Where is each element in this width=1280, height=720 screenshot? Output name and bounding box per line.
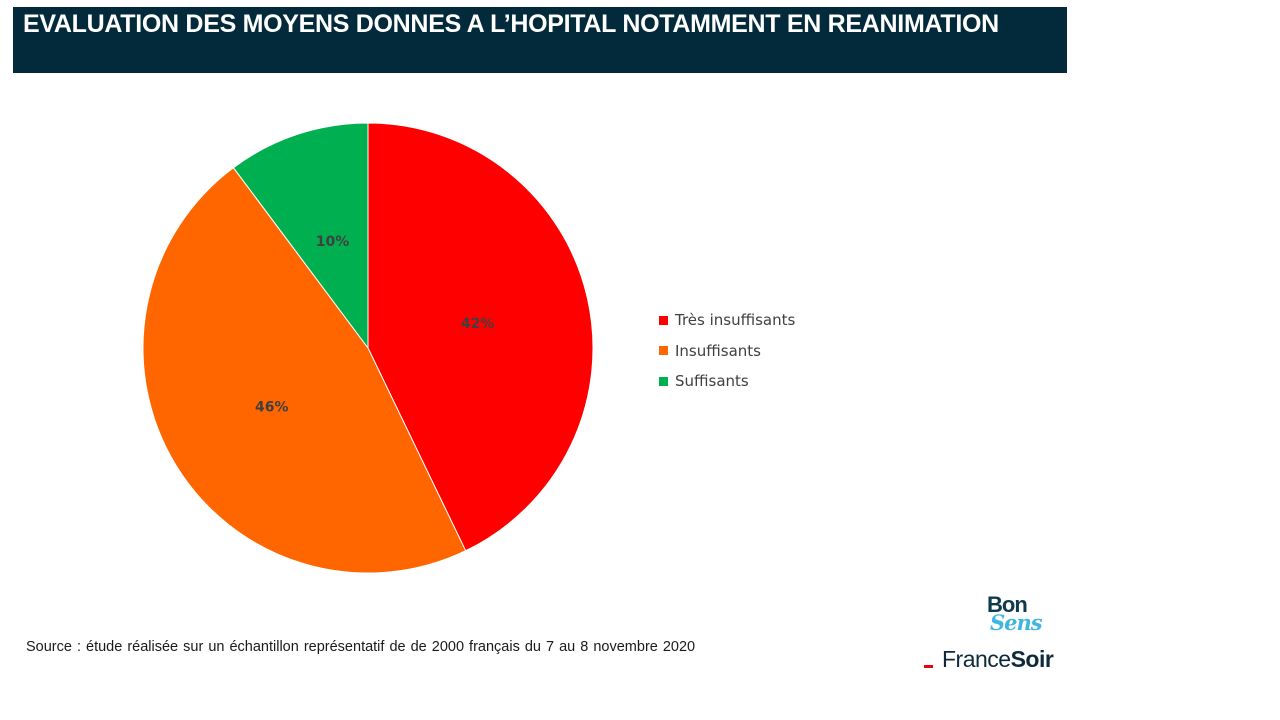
legend-item-tres-insuffisants: Très insuffisants: [659, 305, 795, 336]
legend-label-suffisants: Suffisants: [675, 372, 749, 391]
slice-tres-insuffisants: [367, 122, 594, 552]
bonsens-logo: Bon Sens: [985, 592, 1055, 642]
chart-legend: Très insuffisants Insuffisants Suffisant…: [659, 305, 795, 397]
francesoir-logo-france: France: [942, 646, 1011, 672]
data-label-suffisants: 10%: [316, 234, 350, 250]
legend-item-insuffisants: Insuffisants: [659, 336, 795, 367]
bonsens-logo-sens: Sens: [990, 610, 1043, 635]
legend-label-tres-insuffisants: Très insuffisants: [675, 311, 796, 330]
bonsens-logo-bon: Bon: [987, 592, 1028, 617]
data-label-tres-insuffisants: 42%: [461, 316, 495, 332]
legend-swatch-tres-insuffisants: [659, 315, 668, 325]
slide-title: EVALUATION DES MOYENS DONNES A L’HOPITAL…: [23, 10, 999, 38]
francesoir-logo: France Soir: [924, 646, 1054, 673]
francesoir-logo-bar: [924, 665, 933, 668]
data-label-insuffisants: 46%: [255, 399, 289, 415]
slice-suffisants: [232, 122, 369, 350]
legend-swatch-insuffisants: [659, 346, 668, 356]
francesoir-logo-soir: Soir: [1010, 646, 1054, 672]
title-bar: EVALUATION DES MOYENS DONNES A L’HOPITAL…: [13, 7, 1067, 73]
legend-label-insuffisants: Insuffisants: [675, 341, 761, 360]
slice-insuffisants: [142, 166, 467, 574]
legend-swatch-suffisants: [659, 376, 668, 386]
legend-item-suffisants: Suffisants: [659, 366, 795, 397]
source-note: Source : étude réalisée sur un échantill…: [26, 639, 696, 655]
